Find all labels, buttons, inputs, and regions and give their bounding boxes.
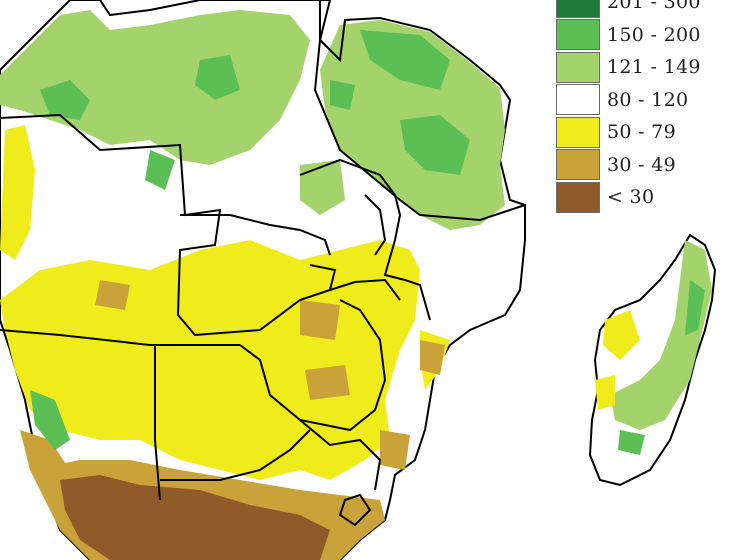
- legend-swatch: [556, 0, 600, 18]
- legend-swatch: [556, 51, 600, 83]
- legend-swatch: [556, 181, 600, 213]
- legend-label: 150 - 200: [607, 23, 701, 46]
- madagascar-dry-south: [595, 375, 615, 410]
- legend-swatch: [556, 149, 600, 181]
- legend-label: 121 - 149: [607, 56, 701, 79]
- map-legend: 201 - 300 150 - 200 121 - 149 80 - 120 5…: [556, 0, 736, 214]
- wet-zone-north: [0, 10, 310, 165]
- legend-label: 80 - 120: [607, 88, 689, 111]
- legend-label: 30 - 49: [607, 153, 676, 176]
- wet-zone-east-dark: [330, 30, 470, 175]
- madagascar-dry-north: [603, 310, 640, 360]
- legend-row: 50 - 79: [556, 116, 736, 149]
- legend-row: < 30: [556, 181, 736, 214]
- arid-zone-south-dark: [60, 475, 330, 560]
- legend-row: 201 - 300: [556, 0, 736, 19]
- legend-label: < 30: [607, 186, 655, 209]
- wet-zone-north-dark: [40, 55, 240, 190]
- legend-row: 30 - 49: [556, 149, 736, 182]
- legend-row: 121 - 149: [556, 51, 736, 84]
- legend-row: 80 - 120: [556, 84, 736, 117]
- legend-swatch: [556, 116, 600, 148]
- wet-strip-west: [30, 390, 70, 450]
- legend-label: 50 - 79: [607, 121, 676, 144]
- madagascar-wet-zone: [610, 240, 712, 430]
- legend-row: 150 - 200: [556, 19, 736, 52]
- wet-zone-central: [300, 160, 345, 215]
- legend-swatch: [556, 84, 600, 116]
- country-borders: [0, 0, 526, 527]
- legend-swatch: [556, 19, 600, 51]
- madagascar-wet-dark: [618, 280, 705, 455]
- legend-label: 201 - 300: [607, 0, 701, 14]
- dry-belt-west-coast: [0, 125, 35, 260]
